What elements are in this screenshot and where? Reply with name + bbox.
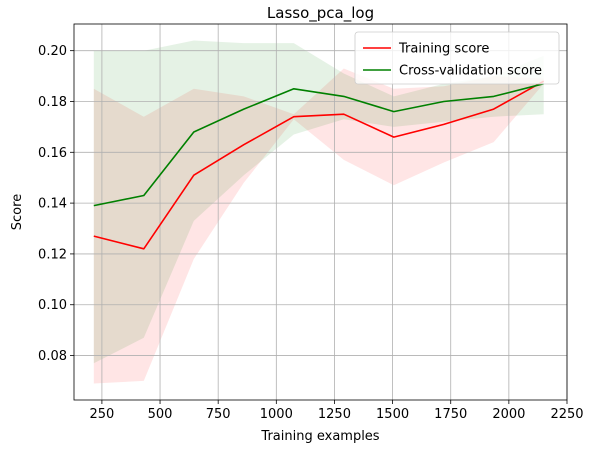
y-axis-ticks: 0.08 0.10 0.12 0.14 0.16 0.18 0.20 <box>38 44 74 364</box>
y-tick-label-2: 0.12 <box>38 247 67 262</box>
y-tick-label-3: 0.14 <box>38 197 67 212</box>
y-tick-label-6: 0.20 <box>38 44 67 59</box>
x-axis-ticks: 250 500 750 1000 1250 1500 1750 2000 2250 <box>89 400 584 422</box>
y-axis-label: Score <box>10 194 25 230</box>
legend-label-training-score: Training score <box>398 42 489 57</box>
x-tick-label-6: 1750 <box>434 407 467 422</box>
x-tick-label-1: 500 <box>148 407 173 422</box>
x-tick-label-3: 1000 <box>260 407 293 422</box>
plot-frame <box>73 23 568 401</box>
y-tick-label-5: 0.18 <box>38 95 67 110</box>
confidence-bands <box>93 40 544 384</box>
series-line-training-score <box>93 80 545 250</box>
score-lines <box>93 80 545 250</box>
y-tick-label-0: 0.08 <box>38 349 67 364</box>
y-tick-label-4: 0.16 <box>38 146 67 161</box>
x-tick-label-8: 2250 <box>550 407 583 422</box>
y-tick-label-1: 0.10 <box>38 298 67 313</box>
x-tick-label-4: 1250 <box>318 407 351 422</box>
chart-title: Lasso_pca_log <box>267 4 374 23</box>
x-tick-label-2: 750 <box>206 407 231 422</box>
legend-label-cross-validation-score: Cross-validation score <box>399 64 542 79</box>
x-tick-label-5: 1500 <box>376 407 409 422</box>
confidence-band-cross-validation <box>93 40 544 364</box>
confidence-band-training <box>93 68 544 384</box>
x-axis-label: Training examples <box>260 429 379 444</box>
x-tick-label-7: 2000 <box>492 407 525 422</box>
series-line-cross-validation-score <box>93 82 544 207</box>
legend: Training score Cross-validation score <box>354 31 560 85</box>
x-tick-label-0: 250 <box>89 407 114 422</box>
legend-box <box>354 31 560 85</box>
